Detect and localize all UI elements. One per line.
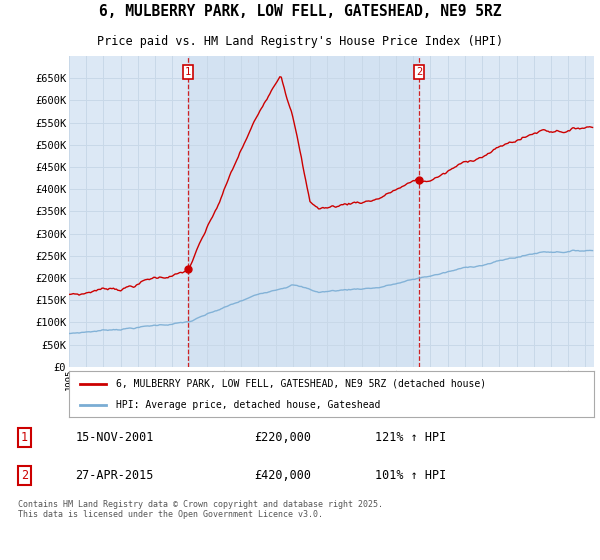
Text: 2: 2 (21, 469, 28, 483)
Text: 2: 2 (416, 67, 422, 77)
Text: HPI: Average price, detached house, Gateshead: HPI: Average price, detached house, Gate… (116, 400, 380, 410)
Bar (188, 56, 419, 367)
Text: £220,000: £220,000 (254, 431, 311, 444)
Text: 6, MULBERRY PARK, LOW FELL, GATESHEAD, NE9 5RZ (detached house): 6, MULBERRY PARK, LOW FELL, GATESHEAD, N… (116, 379, 487, 389)
Text: 101% ↑ HPI: 101% ↑ HPI (375, 469, 446, 483)
Text: Price paid vs. HM Land Registry's House Price Index (HPI): Price paid vs. HM Land Registry's House … (97, 35, 503, 48)
Text: 27-APR-2015: 27-APR-2015 (76, 469, 154, 483)
Text: 1: 1 (21, 431, 28, 444)
Text: 15-NOV-2001: 15-NOV-2001 (76, 431, 154, 444)
Text: 121% ↑ HPI: 121% ↑ HPI (375, 431, 446, 444)
Text: 1: 1 (185, 67, 191, 77)
Text: 6, MULBERRY PARK, LOW FELL, GATESHEAD, NE9 5RZ: 6, MULBERRY PARK, LOW FELL, GATESHEAD, N… (99, 4, 501, 19)
Text: £420,000: £420,000 (254, 469, 311, 483)
Text: Contains HM Land Registry data © Crown copyright and database right 2025.
This d: Contains HM Land Registry data © Crown c… (18, 500, 383, 520)
